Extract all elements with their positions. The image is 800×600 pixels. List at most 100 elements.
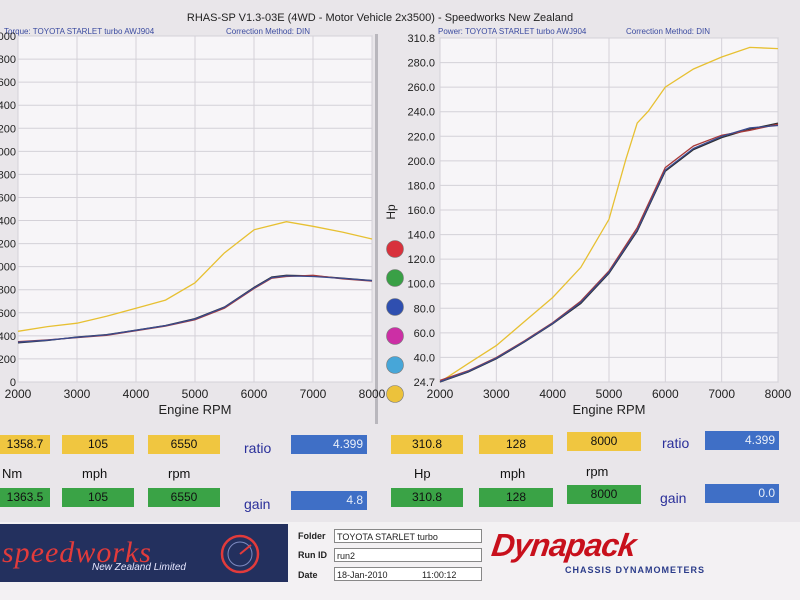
chart1-y-tick-label: 1000 xyxy=(0,262,16,274)
chart2-y-tick-label: 220.0 xyxy=(407,131,435,143)
torque-correction: Correction Method: DIN xyxy=(226,27,311,36)
corrected-rpm2-value: 8000 xyxy=(567,485,641,504)
chart2-y-tick-label: 140.0 xyxy=(407,230,435,242)
chart1-y-tick-label: 2800 xyxy=(0,54,16,66)
chart2-y-tick-label: 80.0 xyxy=(414,303,435,315)
corrected-torque-value: 1363.5 xyxy=(0,488,50,507)
chart2-x-tick-label: 4000 xyxy=(539,387,566,401)
chart2-y-tick-label: 310.8 xyxy=(407,33,435,45)
torque-mph-value: 105 xyxy=(62,435,134,454)
power-caption: Power: TOYOTA STARLET turbo AWJ904 xyxy=(438,27,587,36)
chart1-x-axis-label: Engine RPM xyxy=(159,402,232,417)
gain-value-right: 0.0 xyxy=(705,484,779,503)
dynapack-subtitle: CHASSIS DYNAMOMETERS xyxy=(565,565,706,575)
torque-caption: Torque: TOYOTA STARLET turbo AWJ904 xyxy=(4,27,155,36)
chart2-y-tick-label: 280.0 xyxy=(407,58,435,70)
charts-canvas: 2000 3000 4000 5000 6000 7000 8000 0 200 400 600 80… xyxy=(0,31,792,424)
run-selector-dot xyxy=(386,385,404,403)
folder-label: Folder xyxy=(298,531,326,541)
date-label: Date xyxy=(298,570,318,580)
chart2-y-tick-label: 60.0 xyxy=(414,328,435,340)
chart1-x-tick-label: 6000 xyxy=(241,387,268,401)
chart1-x-tick-label: 3000 xyxy=(64,387,91,401)
chart1-y-tick-label: 2600 xyxy=(0,77,16,89)
chart1-y-tick-label: 1200 xyxy=(0,239,16,251)
corrected-rpm-value: 6550 xyxy=(148,488,220,507)
rpm-label-right: rpm xyxy=(586,464,609,479)
run-selector-dot xyxy=(386,298,404,316)
chart2-x-tick-label: 3000 xyxy=(483,387,510,401)
chart1-x-tick-label: 8000 xyxy=(359,387,386,401)
folder-field: TOYOTA STARLET turbo xyxy=(334,529,482,543)
ratio-label-right: ratio xyxy=(662,435,690,451)
time-field: 11:00:12 xyxy=(420,567,482,581)
chart1-y-tick-label: 2200 xyxy=(0,123,16,135)
chart1-y-tick-label: 1400 xyxy=(0,216,16,228)
chart2-x-tick-label: 2000 xyxy=(427,387,454,401)
chart1-x-tick-label: 2000 xyxy=(5,387,32,401)
chart1-x-tick-label: 7000 xyxy=(300,387,327,401)
run-id-label: Run ID xyxy=(298,550,327,560)
chart2-y-tick-label: 260.0 xyxy=(407,82,435,94)
peak-torque-value: 1358.7 xyxy=(0,435,50,454)
ratio-label-left: ratio xyxy=(244,440,272,456)
chart2-y-tick-label: 120.0 xyxy=(407,254,435,266)
corrected-power-value: 310.8 xyxy=(391,488,463,507)
nm-label: Nm xyxy=(2,466,23,481)
corrected-mph2-value: 128 xyxy=(479,488,553,507)
run-selector-dot xyxy=(386,356,404,374)
chart2-y-tick-label: 24.7 xyxy=(414,377,435,389)
chart1-y-tick-label: 400 xyxy=(0,331,16,343)
chart2-series-1-line xyxy=(439,46,779,383)
ratio-value-right: 4.399 xyxy=(705,431,779,450)
chart2-y-tick-label: 160.0 xyxy=(407,205,435,217)
chart2-y-tick-label: 40.0 xyxy=(414,352,435,364)
chart1-y-tick-label: 800 xyxy=(0,285,16,297)
chart2-y-tick-label: 200.0 xyxy=(407,156,435,168)
gain-label-left: gain xyxy=(244,496,271,512)
hp-label: Hp xyxy=(414,466,431,481)
chart2-y-tick-label: 180.0 xyxy=(407,180,435,192)
report-title: RHAS-SP V1.3-03E (4WD - Motor Vehicle 2x… xyxy=(186,12,574,24)
run-selector-dot xyxy=(386,327,404,345)
power-mph-value: 128 xyxy=(479,435,553,454)
peak-power-value: 310.8 xyxy=(391,435,463,454)
chart1-y-tick-label: 3000 xyxy=(0,31,16,43)
chart1-y-tick-label: 200 xyxy=(0,354,16,366)
run-selector-dot xyxy=(386,269,404,287)
chart1-series-1-line xyxy=(17,221,373,332)
rpm-label-left: rpm xyxy=(168,466,191,481)
corrected-mph-value: 105 xyxy=(62,488,134,507)
chart1-y-tick-label: 0 xyxy=(10,377,16,389)
chart1-y-tick-label: 2400 xyxy=(0,100,16,112)
chart1-y-tick-label: 2000 xyxy=(0,146,16,158)
gain-value-left: 4.8 xyxy=(291,491,367,510)
date-field: 18-Jan-2010 xyxy=(334,567,424,581)
chart2-x-axis-label: Engine RPM xyxy=(573,402,646,417)
ratio-value-left: 4.399 xyxy=(291,435,367,454)
run-selector-dot xyxy=(386,240,404,258)
torque-rpm-value: 6550 xyxy=(148,435,220,454)
chart1-y-tick-label: 1800 xyxy=(0,169,16,181)
chart2-x-tick-label: 5000 xyxy=(596,387,623,401)
power-rpm-value: 8000 xyxy=(567,432,641,451)
panel-divider xyxy=(375,34,378,424)
speedworks-logo-text: speedworks xyxy=(2,536,152,569)
chart2-y-tick-label: 100.0 xyxy=(407,279,435,291)
speedo-dial-icon xyxy=(220,534,260,574)
chart2-y-axis-label: Hp xyxy=(384,204,398,220)
gain-label-right: gain xyxy=(660,490,687,506)
chart2-y-tick-label: 240.0 xyxy=(407,107,435,119)
chart2-x-tick-label: 6000 xyxy=(652,387,679,401)
chart2-x-tick-label: 7000 xyxy=(708,387,735,401)
speedworks-logo-subtitle: New Zealand Limited xyxy=(92,562,186,573)
chart1-series-4-line xyxy=(17,275,373,343)
chart1-x-tick-label: 5000 xyxy=(182,387,209,401)
speedworks-logo: speedworks New Zealand Limited xyxy=(0,524,288,582)
power-correction: Correction Method: DIN xyxy=(626,27,711,36)
chart1-y-tick-label: 600 xyxy=(0,308,16,320)
chart2-x-tick-label: 8000 xyxy=(765,387,792,401)
mph-label-left: mph xyxy=(82,466,108,481)
dynapack-logo: Dynapack xyxy=(489,527,638,563)
